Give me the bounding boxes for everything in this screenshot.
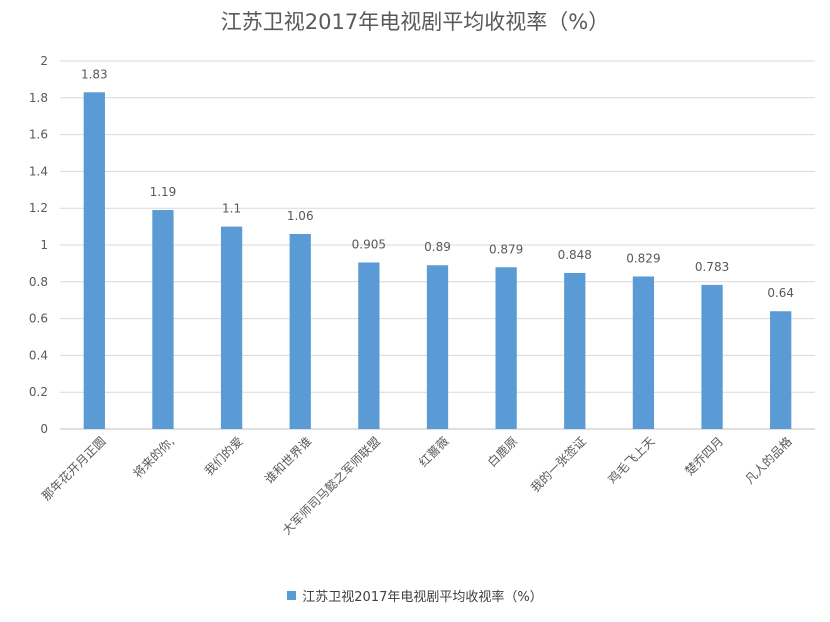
x-tick-label: 那年花开月正圆: [38, 434, 108, 504]
x-tick-label: 鸡毛飞上天: [604, 434, 657, 487]
chart-title: 江苏卫视2017年电视剧平均收视率（%）: [220, 10, 610, 34]
y-tick-label: 0.8: [29, 275, 48, 289]
data-label: 0.879: [489, 242, 523, 256]
data-label: 0.64: [767, 286, 794, 300]
x-tick-label: 我的一张签证: [527, 434, 589, 496]
legend-label: 江苏卫视2017年电视剧平均收视率（%）: [302, 590, 543, 605]
bar: [495, 267, 517, 429]
data-label: 0.783: [695, 260, 729, 274]
x-tick-label: 谁和世界谁: [262, 434, 314, 486]
bar: [426, 265, 449, 429]
x-tick-label: 凡人的品格: [742, 434, 795, 487]
data-label: 0.848: [558, 248, 592, 262]
data-label: 0.829: [626, 251, 660, 265]
x-tick-label: 红蔷薇: [416, 434, 452, 470]
x-tick-label: 楚乔四月: [682, 434, 726, 478]
bar: [358, 262, 380, 429]
y-tick-label: 0.4: [29, 348, 48, 362]
x-tick-label: 白鹿原: [484, 434, 520, 470]
data-label: 1.19: [150, 185, 177, 199]
data-labels: 1.83 1.19 1.1 1.06 0.905 0.89 0.879 0.848 0.829 0…: [81, 67, 794, 300]
x-tick-label: 将来的你,: [130, 434, 177, 481]
bar: [83, 92, 105, 429]
y-tick-label: 1.2: [29, 201, 48, 215]
data-label: 1.1: [222, 202, 241, 216]
legend-swatch: [287, 591, 297, 600]
bar: [564, 272, 586, 429]
legend: 江苏卫视2017年电视剧平均收视率（%）: [0, 586, 830, 605]
y-axis-ticks: 0 0.2 0.4 0.6 0.8 1 1.2 1.4 1.6 1.8 2: [29, 54, 48, 436]
data-label: 1.06: [287, 209, 314, 223]
y-tick-label: 0.2: [29, 385, 48, 399]
y-tick-label: 1.8: [29, 91, 48, 105]
bar: [770, 311, 792, 429]
data-label: 0.89: [424, 240, 451, 254]
bar: [701, 284, 723, 429]
y-tick-label: 1.6: [29, 128, 48, 142]
y-tick-label: 0: [40, 422, 48, 436]
data-label: 0.905: [352, 237, 386, 251]
bar: [289, 233, 311, 429]
bar: [632, 276, 655, 429]
y-tick-label: 0.6: [29, 312, 48, 326]
x-tick-label: 我们的爱: [201, 434, 246, 479]
bar: [152, 210, 174, 429]
y-tick-label: 1.4: [29, 164, 48, 178]
bar: [220, 226, 243, 429]
y-tick-label: 1: [40, 238, 48, 252]
y-tick-label: 2: [40, 54, 48, 68]
bars: [83, 92, 792, 429]
data-label: 1.83: [81, 67, 108, 81]
